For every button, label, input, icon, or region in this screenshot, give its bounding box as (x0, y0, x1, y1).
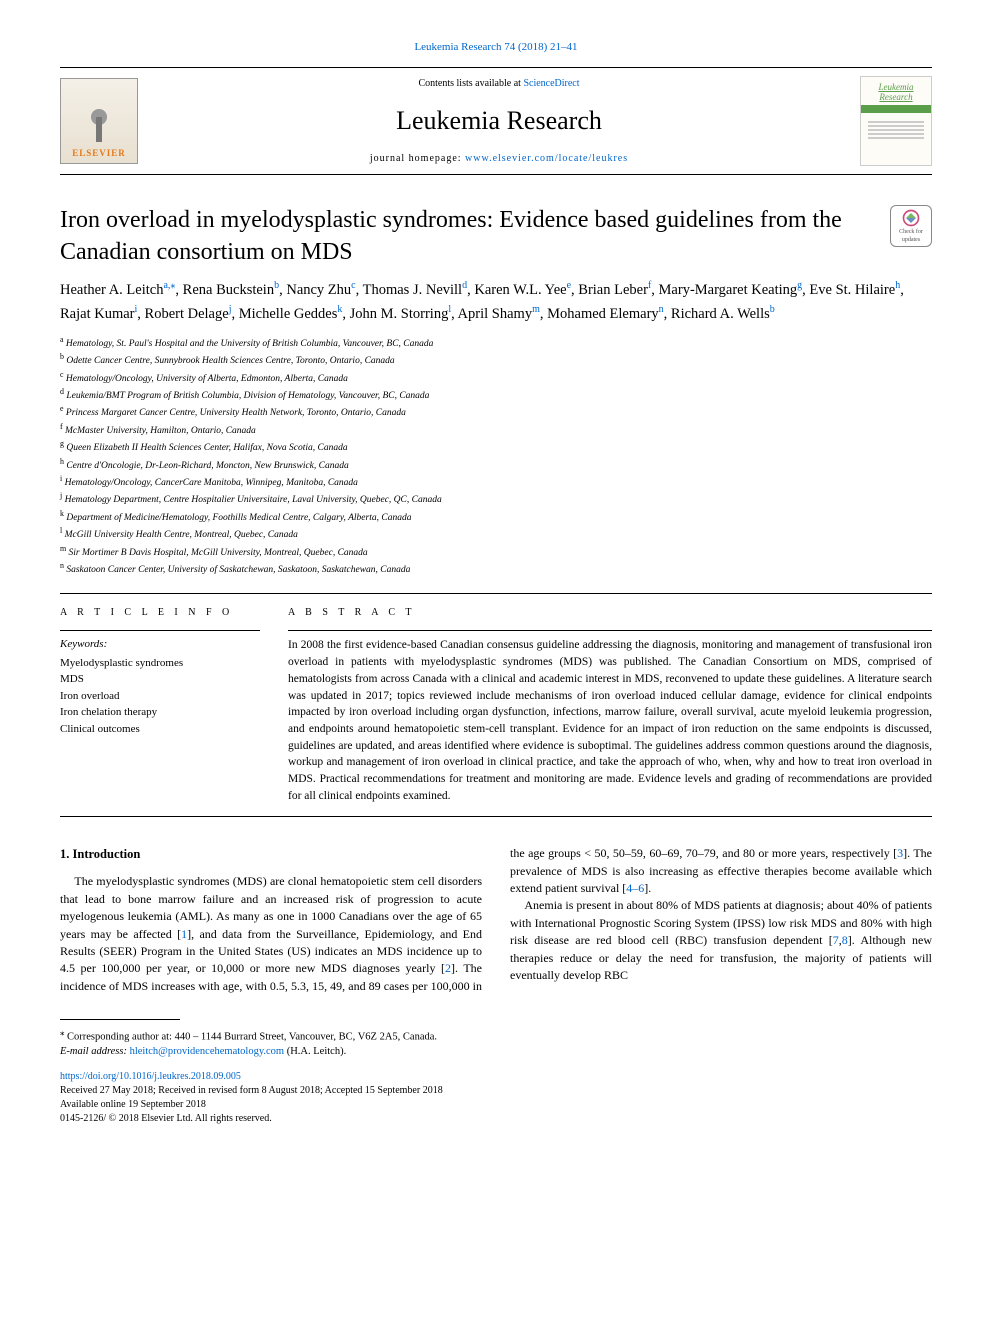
keyword-item: Iron chelation therapy (60, 704, 260, 721)
affiliation-item: i Hematology/Oncology, CancerCare Manito… (60, 473, 932, 490)
p1-end: ]. (644, 881, 651, 895)
info-abstract-row: A R T I C L E I N F O Keywords: Myelodys… (60, 606, 932, 804)
banner-center: Contents lists available at ScienceDirec… (138, 77, 860, 165)
keyword-item: Iron overload (60, 688, 260, 705)
homepage-link[interactable]: www.elsevier.com/locate/leukres (465, 153, 628, 164)
publication-footer: https://doi.org/10.1016/j.leukres.2018.0… (60, 1070, 932, 1126)
keyword-item: Myelodysplastic syndromes (60, 655, 260, 672)
keywords-label: Keywords: (60, 637, 260, 652)
affiliation-item: h Centre d'Oncologie, Dr-Leon-Richard, M… (60, 456, 932, 473)
affiliation-item: d Leukemia/BMT Program of British Columb… (60, 386, 932, 403)
footer-separator (60, 1019, 180, 1020)
abstract-text: In 2008 the first evidence-based Canadia… (288, 637, 932, 804)
rule-top (60, 593, 932, 594)
journal-name: Leukemia Research (138, 103, 860, 139)
abstract-label: A B S T R A C T (288, 606, 932, 620)
email-label: E-mail address: (60, 1046, 130, 1057)
article-info-label: A R T I C L E I N F O (60, 606, 260, 620)
check-updates-badge[interactable]: Check for updates (890, 205, 932, 247)
article-title: Iron overload in myelodysplastic syndrom… (60, 205, 874, 267)
affiliation-item: n Saskatoon Cancer Center, University of… (60, 560, 932, 577)
affiliation-item: c Hematology/Oncology, University of Alb… (60, 369, 932, 386)
available-line: Available online 19 September 2018 (60, 1099, 206, 1110)
journal-banner: ELSEVIER Contents lists available at Sci… (60, 67, 932, 175)
sciencedirect-link[interactable]: ScienceDirect (523, 78, 579, 89)
copyright-line: 0145-2126/ © 2018 Elsevier Ltd. All righ… (60, 1113, 272, 1124)
corresponding-email-link[interactable]: hleitch@providencehematology.com (130, 1046, 284, 1057)
corresponding-author: ⁎ Corresponding author at: 440 – 1144 Bu… (60, 1026, 932, 1060)
contents-prefix: Contents lists available at (418, 78, 523, 89)
elsevier-logo[interactable]: ELSEVIER (60, 78, 138, 164)
authors-list: Heather A. Leitcha,⁎, Rena Bucksteinb, N… (60, 278, 932, 326)
affiliation-item: f McMaster University, Hamilton, Ontario… (60, 421, 932, 438)
email-suffix: (H.A. Leitch). (284, 1046, 346, 1057)
cover-title-line2: Research (879, 92, 912, 102)
affiliation-item: b Odette Cancer Centre, Sunnybrook Healt… (60, 351, 932, 368)
abstract: A B S T R A C T In 2008 the first eviden… (288, 606, 932, 804)
header-citation: Leukemia Research 74 (2018) 21–41 (60, 40, 932, 55)
info-rule (60, 630, 260, 631)
cover-title-line1: Leukemia (879, 82, 914, 92)
body-text: 1. Introduction The myelodysplastic synd… (60, 845, 932, 995)
keywords-list: Myelodysplastic syndromesMDSIron overloa… (60, 655, 260, 738)
cover-title: Leukemia Research (879, 83, 914, 103)
affiliation-item: e Princess Margaret Cancer Centre, Unive… (60, 403, 932, 420)
journal-cover-thumbnail[interactable]: Leukemia Research (860, 76, 932, 166)
affiliation-item: l McGill University Health Centre, Montr… (60, 525, 932, 542)
title-row: Iron overload in myelodysplastic syndrom… (60, 205, 932, 267)
affiliation-item: j Hematology Department, Centre Hospital… (60, 490, 932, 507)
affiliations-list: a Hematology, St. Paul's Hospital and th… (60, 334, 932, 578)
updates-line1: Check for (899, 228, 923, 236)
elsevier-label: ELSEVIER (72, 147, 126, 160)
keyword-item: MDS (60, 671, 260, 688)
contents-line: Contents lists available at ScienceDirec… (138, 77, 860, 91)
homepage-prefix: journal homepage: (370, 153, 465, 164)
homepage-line: journal homepage: www.elsevier.com/locat… (138, 152, 860, 166)
ref-link-4-6[interactable]: 4–6 (626, 881, 644, 895)
intro-paragraph-2: Anemia is present in about 80% of MDS pa… (510, 897, 932, 984)
updates-icon (901, 208, 921, 228)
rule-bottom (60, 816, 932, 817)
cover-band (861, 105, 931, 113)
keyword-item: Clinical outcomes (60, 721, 260, 738)
section-heading-intro: 1. Introduction (60, 845, 482, 863)
cover-lines (868, 119, 924, 141)
doi-link[interactable]: https://doi.org/10.1016/j.leukres.2018.0… (60, 1071, 241, 1082)
elsevier-tree-icon (74, 97, 124, 147)
affiliation-item: g Queen Elizabeth II Health Sciences Cen… (60, 438, 932, 455)
abstract-rule (288, 630, 932, 631)
corresponding-text: Corresponding author at: 440 – 1144 Burr… (64, 1032, 437, 1043)
affiliation-item: k Department of Medicine/Hematology, Foo… (60, 508, 932, 525)
affiliation-item: a Hematology, St. Paul's Hospital and th… (60, 334, 932, 351)
affiliation-item: m Sir Mortimer B Davis Hospital, McGill … (60, 543, 932, 560)
article-info: A R T I C L E I N F O Keywords: Myelodys… (60, 606, 260, 804)
citation-link[interactable]: Leukemia Research 74 (2018) 21–41 (414, 41, 577, 53)
updates-line2: updates (902, 236, 920, 244)
received-line: Received 27 May 2018; Received in revise… (60, 1085, 443, 1096)
